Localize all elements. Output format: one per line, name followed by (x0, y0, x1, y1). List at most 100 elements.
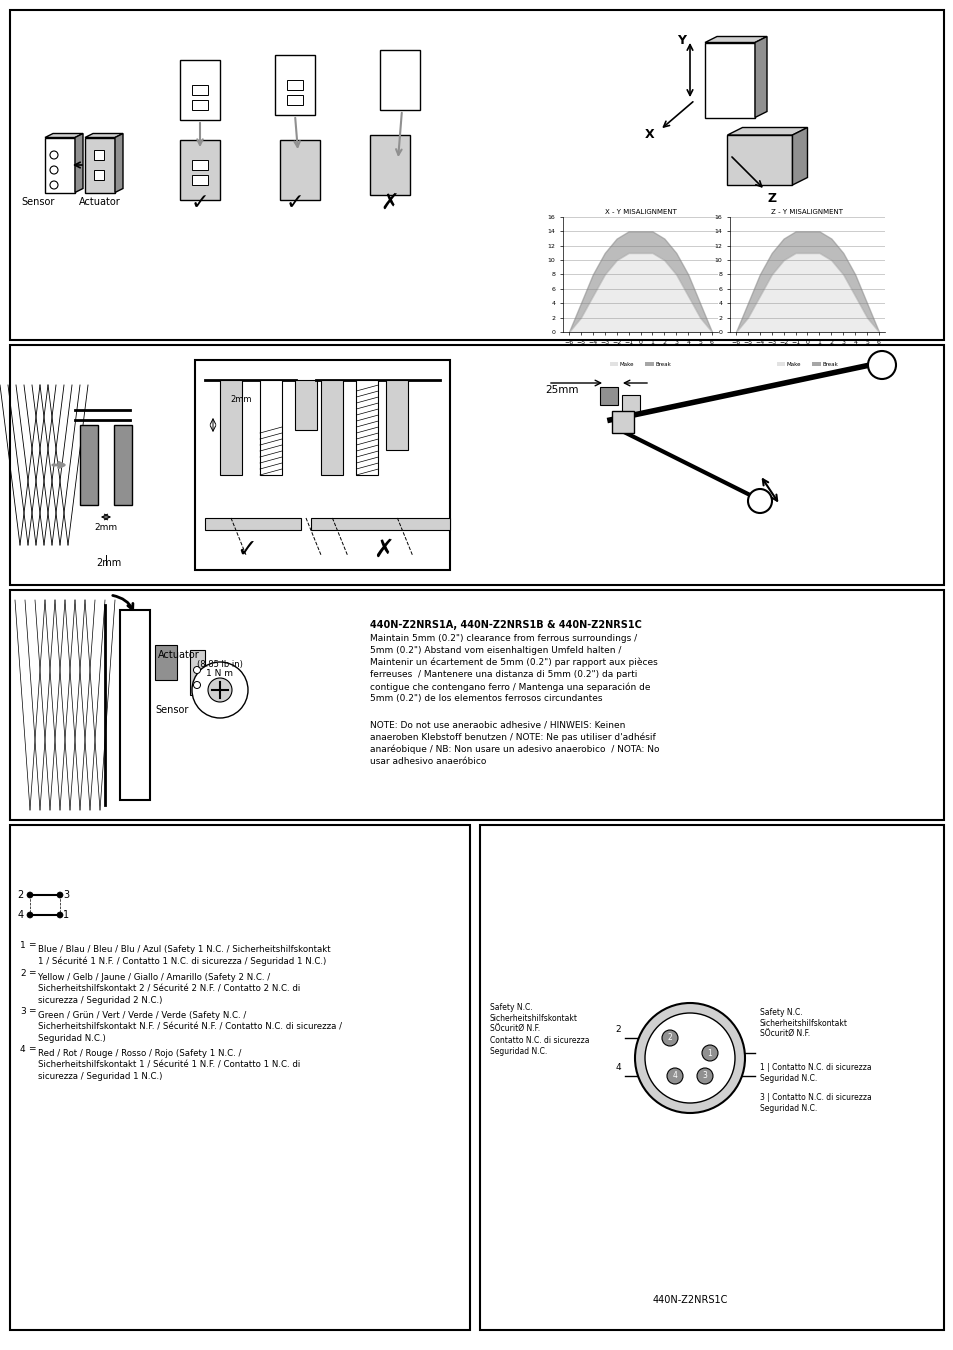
Bar (80, 425, 98, 505)
Bar (280, 140, 319, 200)
Bar (180, 59, 220, 120)
Circle shape (193, 682, 200, 688)
Text: 25mm: 25mm (544, 385, 578, 396)
Polygon shape (85, 134, 123, 138)
Text: Blue / Blau / Bleu / Blu / Azul (Safety 1 N.C. / Sicherheitshilfskontakt
1 / Séc: Blue / Blau / Bleu / Blu / Azul (Safety … (38, 945, 331, 967)
Text: Safety N.C.
Sicherheitshilfskontakt
SÖcuritØ N.F.
Contatto N.C. di sicurezza
Seg: Safety N.C. Sicherheitshilfskontakt SÖcu… (490, 1003, 589, 1057)
Polygon shape (287, 80, 303, 90)
Polygon shape (75, 134, 83, 193)
Bar (356, 379, 378, 475)
Circle shape (50, 181, 58, 189)
Circle shape (867, 351, 895, 379)
Text: 4: 4 (18, 910, 24, 919)
Text: =: = (28, 1007, 35, 1015)
Text: Y: Y (677, 34, 686, 46)
Circle shape (192, 662, 248, 718)
Bar (180, 140, 220, 200)
Text: ✗: ✗ (380, 193, 399, 213)
Text: 3: 3 (63, 890, 69, 900)
Bar (190, 649, 205, 695)
Circle shape (701, 1045, 718, 1061)
Text: 440N-Z2NRS1A, 440N-Z2NRS1B & 440N-Z2NRS1C: 440N-Z2NRS1A, 440N-Z2NRS1B & 440N-Z2NRS1… (370, 620, 641, 630)
Polygon shape (192, 176, 208, 185)
Text: Safety N.C.
Sicherheitshilfskontakt
SÖcuritØ N.F.: Safety N.C. Sicherheitshilfskontakt SÖcu… (760, 1008, 847, 1040)
Polygon shape (94, 170, 104, 180)
Text: 3: 3 (20, 1007, 26, 1015)
Circle shape (193, 667, 200, 674)
Text: 2: 2 (18, 890, 24, 900)
Text: Yellow / Gelb / Jaune / Giallo / Amarillo (Safety 2 N.C. /
Sicherheitshilfskonta: Yellow / Gelb / Jaune / Giallo / Amarill… (38, 973, 300, 1004)
Polygon shape (192, 161, 208, 170)
Bar (45, 138, 75, 193)
Text: =: = (28, 968, 35, 977)
Bar (621, 396, 639, 413)
Bar (113, 425, 132, 505)
Text: 4: 4 (615, 1064, 620, 1072)
Circle shape (208, 678, 232, 702)
Bar (10, 590, 943, 819)
Text: 2: 2 (667, 1034, 672, 1042)
Bar (10, 9, 943, 340)
Circle shape (635, 1003, 744, 1112)
Polygon shape (45, 134, 83, 138)
Bar (311, 518, 450, 531)
Circle shape (644, 1012, 734, 1103)
Text: 1: 1 (707, 1049, 712, 1057)
Circle shape (666, 1068, 682, 1084)
Bar (612, 410, 634, 433)
Polygon shape (192, 85, 208, 94)
Polygon shape (727, 127, 806, 135)
Bar (727, 135, 792, 185)
Text: ✓: ✓ (285, 193, 304, 213)
Text: X: X (644, 128, 654, 142)
Polygon shape (94, 150, 104, 161)
Text: Actuator: Actuator (158, 649, 199, 660)
Bar (274, 55, 314, 115)
Bar (10, 825, 470, 1330)
Text: ✗: ✗ (373, 539, 394, 562)
Text: 1: 1 (20, 941, 26, 949)
Text: =: = (28, 1045, 35, 1053)
Bar (321, 379, 343, 475)
Text: 3: 3 (701, 1072, 707, 1080)
Bar (294, 379, 316, 431)
Circle shape (50, 151, 58, 159)
Polygon shape (754, 36, 766, 117)
Bar (370, 135, 410, 194)
Text: 440N-Z2NRS1C: 440N-Z2NRS1C (652, 1295, 727, 1305)
Bar (599, 387, 618, 405)
Text: 3 | Contatto N.C. di sicurezza
Seguridad N.C.: 3 | Contatto N.C. di sicurezza Seguridad… (760, 1094, 871, 1114)
Bar (85, 138, 115, 193)
Circle shape (50, 166, 58, 174)
Bar (154, 645, 177, 680)
Text: 2mm: 2mm (96, 558, 121, 568)
Text: Z: Z (766, 192, 776, 204)
Circle shape (57, 892, 63, 898)
Circle shape (57, 913, 63, 918)
Text: Green / Grün / Vert / Verde / Verde (Safety N.C. /
Sicherheitshilfskontakt N.F. : Green / Grün / Vert / Verde / Verde (Saf… (38, 1011, 341, 1044)
Bar (205, 518, 301, 531)
Text: 1 | Contatto N.C. di sicurezza
Seguridad N.C.: 1 | Contatto N.C. di sicurezza Seguridad… (760, 1062, 871, 1083)
Text: 2: 2 (20, 968, 26, 977)
Polygon shape (704, 36, 766, 42)
Text: Maintain 5mm (0.2") clearance from ferrous surroundings /
5mm (0.2") Abstand vom: Maintain 5mm (0.2") clearance from ferro… (370, 634, 657, 703)
Text: (8.85 lb in): (8.85 lb in) (197, 660, 243, 668)
Text: =: = (28, 941, 35, 949)
Text: 4: 4 (672, 1072, 677, 1080)
Text: 1: 1 (63, 910, 69, 919)
Bar (120, 610, 150, 801)
Text: ✓: ✓ (191, 193, 209, 213)
Text: 2: 2 (615, 1026, 620, 1034)
Circle shape (27, 913, 33, 918)
Circle shape (747, 489, 771, 513)
Bar (194, 360, 450, 570)
Bar (10, 346, 943, 585)
Text: 4: 4 (20, 1045, 26, 1053)
Bar (220, 379, 242, 475)
Bar (260, 379, 282, 475)
Bar (386, 379, 408, 450)
Text: Actuator: Actuator (79, 197, 121, 207)
Text: Sensor: Sensor (154, 705, 188, 716)
Bar (479, 825, 943, 1330)
Bar (704, 42, 754, 117)
